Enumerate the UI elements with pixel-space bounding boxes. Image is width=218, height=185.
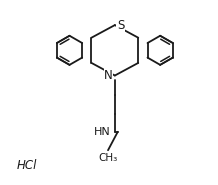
Text: CH₃: CH₃	[98, 153, 118, 163]
Text: S: S	[117, 18, 124, 32]
Text: HCl: HCl	[16, 159, 37, 172]
Text: N: N	[104, 69, 113, 82]
Text: HN: HN	[94, 127, 111, 137]
